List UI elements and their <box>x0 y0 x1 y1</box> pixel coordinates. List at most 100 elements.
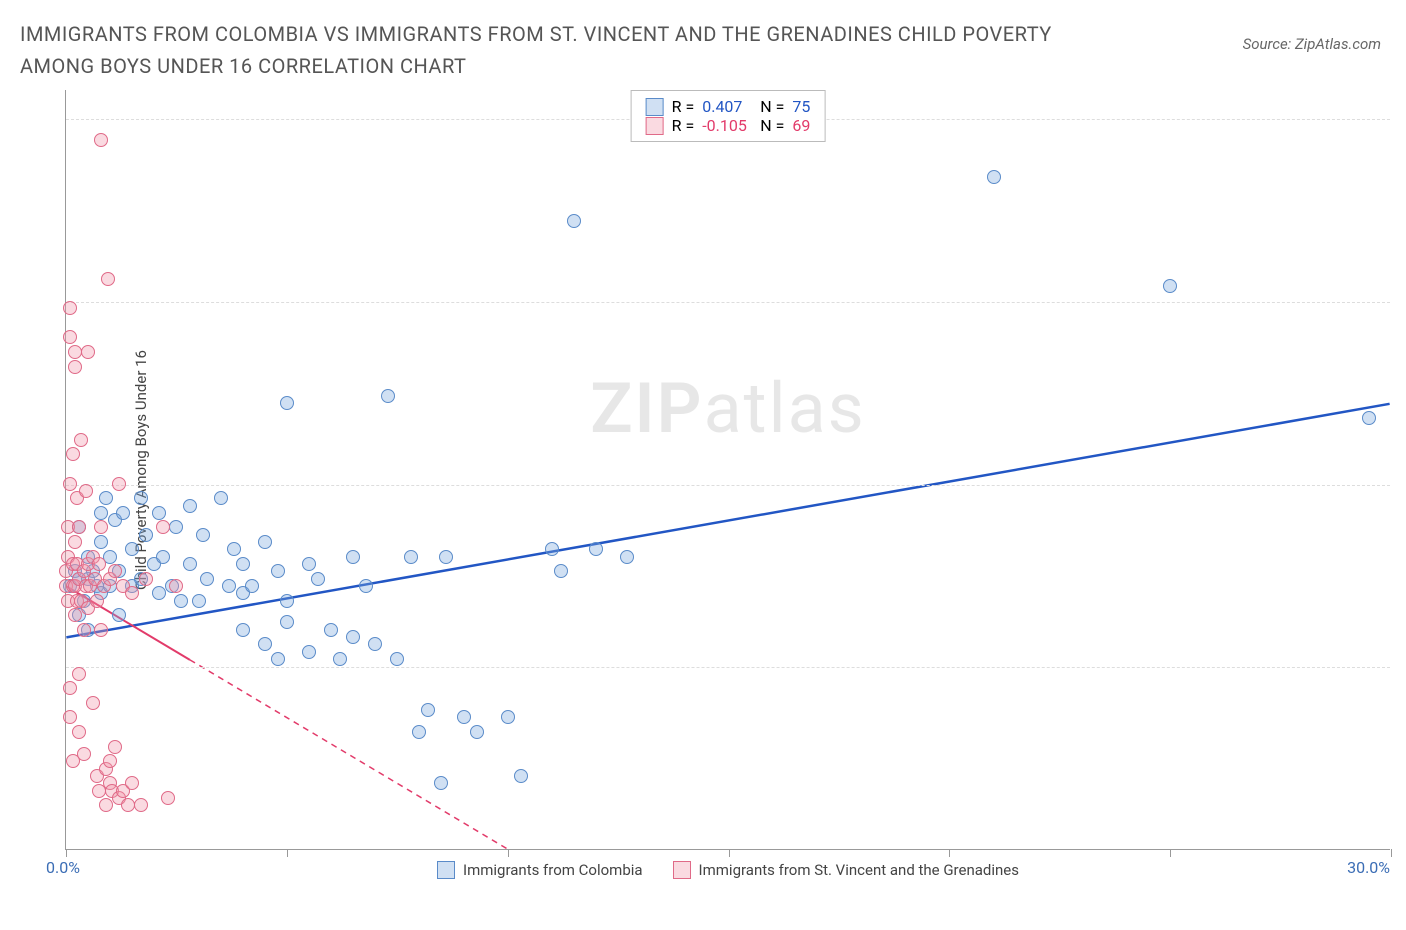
n-label-2: N = <box>760 116 784 135</box>
data-point <box>1362 411 1376 425</box>
data-point <box>514 769 528 783</box>
data-point <box>271 652 285 666</box>
data-point <box>63 330 77 344</box>
data-point <box>245 579 259 593</box>
data-point <box>236 623 250 637</box>
data-point <box>434 776 448 790</box>
data-point <box>77 747 91 761</box>
data-point <box>359 579 373 593</box>
data-point <box>346 550 360 564</box>
grid-line <box>66 667 1390 668</box>
data-point <box>63 301 77 315</box>
x-axis-max-label: 30.0% <box>1347 858 1390 877</box>
data-point <box>501 710 515 724</box>
data-point <box>92 557 106 571</box>
data-point <box>94 623 108 637</box>
data-point <box>86 696 100 710</box>
data-point <box>169 579 183 593</box>
data-point <box>161 791 175 805</box>
data-point <box>68 360 82 374</box>
data-point <box>368 637 382 651</box>
data-point <box>183 557 197 571</box>
data-point <box>258 535 272 549</box>
data-point <box>200 572 214 586</box>
legend-swatch-blue-icon <box>437 861 455 879</box>
data-point <box>457 710 471 724</box>
source-label: Source: <box>1243 35 1295 53</box>
data-point <box>94 520 108 534</box>
swatch-blue-icon <box>646 98 664 116</box>
data-point <box>152 586 166 600</box>
data-point <box>214 491 228 505</box>
data-point <box>66 447 80 461</box>
data-point <box>68 345 82 359</box>
data-point <box>470 725 484 739</box>
data-point <box>77 623 91 637</box>
data-point <box>302 557 316 571</box>
data-point <box>72 725 86 739</box>
data-point <box>101 272 115 286</box>
stats-row-2: R = -0.105 N = 69 <box>646 116 811 135</box>
data-point <box>63 681 77 695</box>
data-point <box>125 586 139 600</box>
data-point <box>94 133 108 147</box>
data-point <box>174 594 188 608</box>
data-point <box>94 506 108 520</box>
n-label-1: N = <box>760 97 784 116</box>
data-point <box>68 535 82 549</box>
data-point <box>108 740 122 754</box>
data-point <box>125 542 139 556</box>
data-point <box>346 630 360 644</box>
chart-svg-layer <box>66 90 1390 849</box>
stats-row-1: R = 0.407 N = 75 <box>646 97 811 116</box>
data-point <box>192 594 206 608</box>
data-point <box>311 572 325 586</box>
data-point <box>412 725 426 739</box>
data-point <box>116 506 130 520</box>
x-tick <box>508 849 509 857</box>
data-point <box>324 623 338 637</box>
data-point <box>121 798 135 812</box>
data-point <box>421 703 435 717</box>
data-point <box>72 520 86 534</box>
legend-item-2: Immigrants from St. Vincent and the Gren… <box>673 861 1019 879</box>
legend-item-1: Immigrants from Colombia <box>437 861 643 879</box>
x-tick <box>1170 849 1171 857</box>
data-point <box>134 798 148 812</box>
data-point <box>439 550 453 564</box>
series-legend: Immigrants from Colombia Immigrants from… <box>437 861 1019 879</box>
n-value-1: 75 <box>792 97 810 116</box>
data-point <box>222 579 236 593</box>
legend-swatch-pink-icon <box>673 861 691 879</box>
stats-legend: R = 0.407 N = 75 R = -0.105 N = 69 <box>631 90 826 142</box>
data-point <box>987 170 1001 184</box>
data-point <box>63 477 77 491</box>
data-point <box>90 594 104 608</box>
data-point <box>103 754 117 768</box>
data-point <box>381 389 395 403</box>
data-point <box>554 564 568 578</box>
watermark-bold: ZIP <box>590 368 703 450</box>
chart-plot-area: ZIPatlas Child Poverty Among Boys Under … <box>65 90 1390 850</box>
r-value-1: 0.407 <box>702 97 752 116</box>
source-name: ZipAtlas.com <box>1295 35 1381 53</box>
data-point <box>79 484 93 498</box>
r-label-2: R = <box>672 116 695 135</box>
data-point <box>112 477 126 491</box>
watermark-light: atlas <box>704 368 866 450</box>
r-label-1: R = <box>672 97 695 116</box>
r-value-2: -0.105 <box>702 116 752 135</box>
data-point <box>196 528 210 542</box>
data-point <box>63 710 77 724</box>
data-point <box>227 542 241 556</box>
data-point <box>271 564 285 578</box>
n-value-2: 69 <box>792 116 810 135</box>
data-point <box>139 528 153 542</box>
x-tick <box>949 849 950 857</box>
data-point <box>72 667 86 681</box>
data-point <box>280 396 294 410</box>
data-point <box>236 557 250 571</box>
data-point <box>99 798 113 812</box>
data-point <box>134 491 148 505</box>
x-tick <box>729 849 730 857</box>
